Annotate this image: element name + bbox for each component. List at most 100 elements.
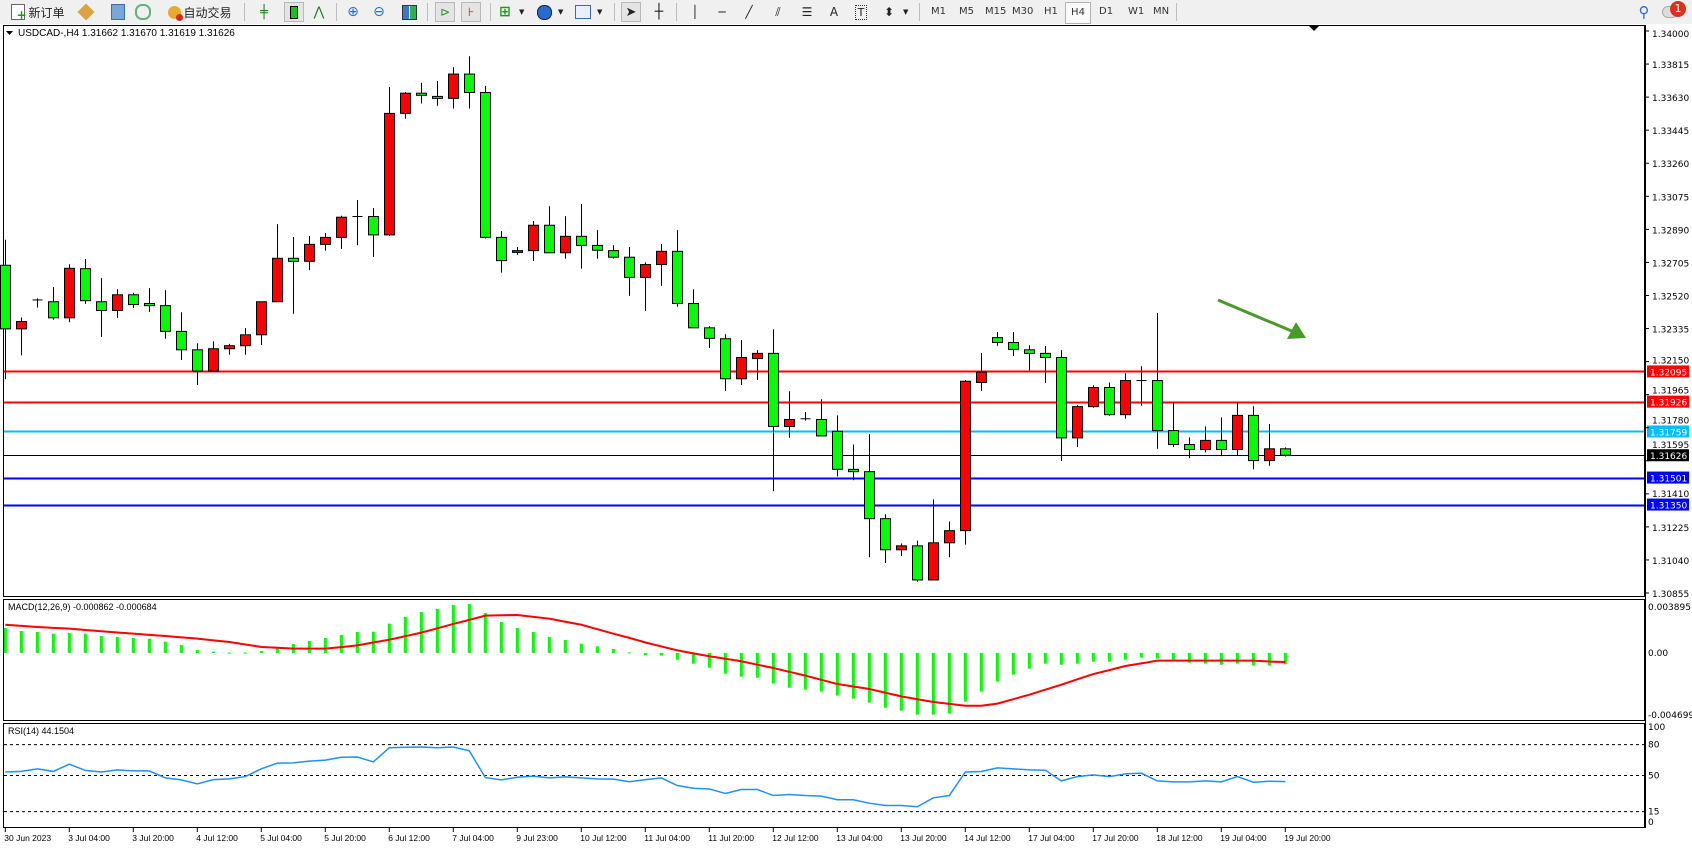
trend-arrow-annotation[interactable] xyxy=(1217,298,1306,339)
timeframe-h1[interactable]: H1 xyxy=(1044,6,1058,17)
trendline-button[interactable]: ╱ xyxy=(739,2,759,22)
candle-body xyxy=(1088,387,1099,408)
candle xyxy=(608,245,619,259)
candle xyxy=(208,341,219,372)
candle xyxy=(1232,401,1243,456)
search-button[interactable]: ⚲ xyxy=(1634,2,1654,22)
candle xyxy=(528,220,539,261)
macd-histogram-bar xyxy=(707,653,711,668)
chart-window[interactable]: 1.32095 1.31926 1.31759 1.31626 1.31501 1.313… xyxy=(0,24,1692,850)
candle-body xyxy=(944,530,955,544)
templates-button[interactable] xyxy=(573,2,593,22)
timeframe-m1[interactable]: M1 xyxy=(931,6,946,17)
cursor-icon: ➤ xyxy=(625,4,637,20)
signals-button[interactable] xyxy=(133,2,153,22)
candle xyxy=(1088,385,1099,408)
candle-body xyxy=(496,236,507,262)
market-watch-button[interactable] xyxy=(76,2,96,22)
auto-scroll-button[interactable]: ⊳ xyxy=(435,2,455,22)
fibonacci-button[interactable]: ☰ xyxy=(797,2,817,22)
candle xyxy=(816,399,827,437)
candle xyxy=(432,81,443,106)
templates-dropdown-icon[interactable]: ▼ xyxy=(597,8,603,16)
timeframe-mn[interactable]: MN xyxy=(1153,6,1170,17)
candle xyxy=(272,224,283,303)
chart-shift-button[interactable]: ⊦ xyxy=(461,2,481,22)
macd-histogram-bar xyxy=(627,652,631,654)
candle-body xyxy=(592,244,603,251)
timeframe-w1[interactable]: W1 xyxy=(1128,6,1145,17)
tile-windows-button[interactable] xyxy=(399,2,419,22)
periodicity-button[interactable] xyxy=(534,2,554,22)
candle xyxy=(512,247,523,255)
macd-histogram-bar xyxy=(1075,653,1079,664)
navigator-button[interactable] xyxy=(108,2,128,22)
candle-body xyxy=(160,305,171,332)
macd-histogram-bar xyxy=(467,603,471,653)
timeframe-m5[interactable]: M5 xyxy=(959,6,974,17)
dropdown-triangle-icon[interactable] xyxy=(6,31,13,35)
timeframe-d1[interactable]: D1 xyxy=(1099,6,1114,17)
macd-histogram-bar xyxy=(531,631,535,653)
crosshair-button[interactable]: ┼ xyxy=(649,2,669,22)
macd-histogram-bar xyxy=(675,653,679,660)
time-axis-label: 6 Jul 12:00 xyxy=(388,833,430,843)
equidistant-channel-button[interactable]: ⫽ xyxy=(768,2,788,22)
candle xyxy=(1008,332,1019,357)
periodicity-dropdown-icon[interactable]: ▼ xyxy=(558,8,564,16)
text-icon: A xyxy=(829,5,839,19)
price-axis-label: 1.31410 xyxy=(1652,490,1689,500)
indicators-button[interactable]: ⊞ xyxy=(495,2,515,22)
line-chart-button[interactable]: ⋀ xyxy=(309,2,329,22)
chart-shift-marker-icon[interactable] xyxy=(1309,26,1319,31)
candle xyxy=(336,215,347,249)
text-button[interactable]: A xyxy=(824,2,844,22)
candle xyxy=(400,92,411,119)
horizontal-line-button[interactable]: ─ xyxy=(712,2,732,22)
macd-histogram-bar xyxy=(1027,653,1031,669)
cursor-button[interactable]: ➤ xyxy=(621,2,641,22)
separator xyxy=(919,3,920,21)
candle xyxy=(240,328,251,355)
candle xyxy=(16,317,27,356)
macd-histogram-bar xyxy=(1171,653,1175,660)
auto-trading-button[interactable]: 自动交易 xyxy=(162,2,238,22)
zoom-out-button[interactable]: ⊖ xyxy=(369,2,389,22)
candle-body xyxy=(816,418,827,437)
price-line-label: 1.31759 xyxy=(1650,428,1687,438)
candle xyxy=(1216,417,1227,457)
candle xyxy=(768,329,779,492)
text-label-button[interactable]: T xyxy=(851,2,871,22)
candlestick-button[interactable] xyxy=(284,2,304,22)
time-axis-label: 12 Jul 12:00 xyxy=(772,833,819,843)
rsi-axis-label: 80 xyxy=(1648,741,1660,751)
candle-body xyxy=(896,545,907,551)
macd-histogram-bar xyxy=(867,653,871,703)
arrows-button[interactable]: ⬍ xyxy=(879,2,899,22)
time-axis-label: 10 Jul 12:00 xyxy=(580,833,627,843)
arrows-dropdown-icon[interactable]: ▼ xyxy=(903,8,909,16)
rsi-header: RSI(14) 44.1504 xyxy=(8,726,74,736)
candle xyxy=(864,434,875,558)
candle xyxy=(800,412,811,421)
bar-chart-button[interactable]: ╪ xyxy=(254,2,274,22)
candle xyxy=(48,287,59,320)
timeframe-m30[interactable]: M30 xyxy=(1012,6,1034,17)
new-order-button[interactable]: + 新订单 xyxy=(4,2,72,22)
vertical-line-button[interactable]: │ xyxy=(685,2,705,22)
candle-body xyxy=(1152,380,1163,432)
timeframe-h4[interactable]: H4 xyxy=(1065,2,1091,24)
navigator-icon xyxy=(111,4,125,20)
time-axis-label: 19 Jul 04:00 xyxy=(1220,833,1267,843)
candle xyxy=(1280,447,1291,457)
candle xyxy=(560,216,571,259)
candle-body xyxy=(576,235,587,246)
macd-histogram-bar xyxy=(963,653,967,702)
timeframe-m15[interactable]: M15 xyxy=(985,6,1007,17)
zoom-in-button[interactable]: ⊕ xyxy=(343,2,363,22)
candle-body xyxy=(192,349,203,372)
indicators-dropdown-icon[interactable]: ▼ xyxy=(519,8,525,16)
macd-histogram-bar xyxy=(1139,653,1143,658)
tile-windows-icon xyxy=(401,4,417,20)
macd-histogram-bar xyxy=(83,633,87,653)
